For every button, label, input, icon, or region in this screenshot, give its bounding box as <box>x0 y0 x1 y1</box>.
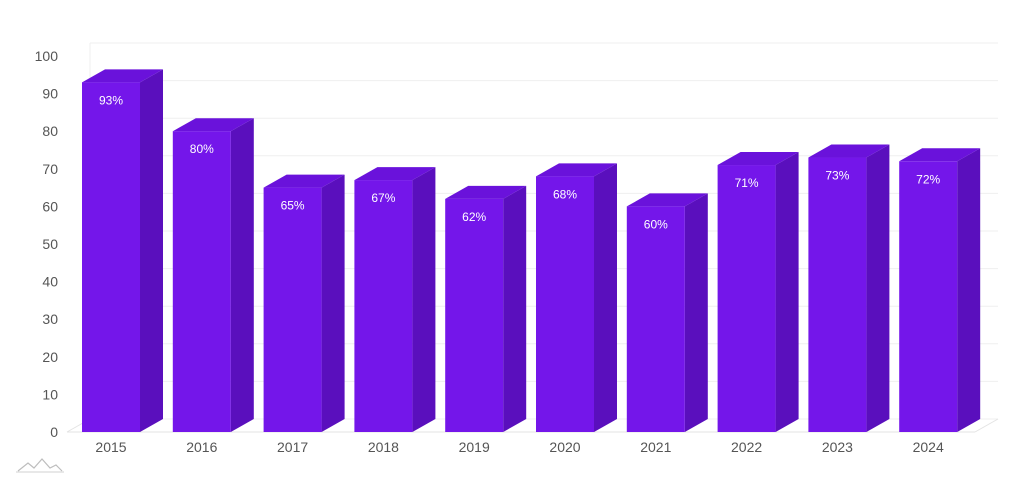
data-label: 71% <box>735 176 759 190</box>
data-label: 93% <box>99 93 123 107</box>
chart-logo-icon <box>16 458 64 473</box>
x-tick-label: 2015 <box>95 439 126 455</box>
bar-top <box>445 185 527 199</box>
data-label: 62% <box>462 210 486 224</box>
bar-2017: 65% <box>263 174 345 432</box>
bar-top <box>717 152 799 166</box>
y-tick-label: 40 <box>42 274 58 290</box>
y-tick-label: 30 <box>42 311 58 327</box>
bar-top <box>82 69 163 83</box>
y-tick-label: 10 <box>42 386 58 402</box>
bar-2018: 67% <box>354 167 436 432</box>
bar-front <box>808 157 867 432</box>
bar-front <box>263 187 322 432</box>
bar-front <box>717 165 776 433</box>
bar-2015: 93% <box>82 69 163 432</box>
bar-top <box>536 163 617 177</box>
bar-2016: 80% <box>172 118 254 432</box>
x-tick-label: 2018 <box>368 439 399 455</box>
bar-side <box>775 152 799 433</box>
bar-top <box>808 144 890 158</box>
x-tick-label: 2023 <box>822 439 853 455</box>
bar-top <box>354 167 436 181</box>
x-tick-label: 2021 <box>640 439 671 455</box>
x-axis: 2015 2016 2017 2018 2019 2020 2021 2022 2023 2024 <box>95 439 944 455</box>
data-label: 67% <box>371 191 395 205</box>
x-tick-label: 2024 <box>913 439 944 455</box>
x-tick-label: 2020 <box>549 439 580 455</box>
y-tick-label: 70 <box>42 161 58 177</box>
bar-side <box>230 118 254 432</box>
bar-side <box>321 174 345 432</box>
y-tick-label: 60 <box>42 198 58 214</box>
bar-2022: 71% <box>717 152 799 433</box>
x-tick-label: 2019 <box>459 439 490 455</box>
bar-side <box>957 148 981 432</box>
x-tick-label: 2016 <box>186 439 217 455</box>
bar-side <box>866 144 890 432</box>
bar-front <box>899 161 958 432</box>
bar-2024: 72% <box>899 148 981 432</box>
x-tick-label: 2022 <box>731 439 762 455</box>
bar-side <box>594 163 617 432</box>
x-tick-label: 2017 <box>277 439 308 455</box>
bar-top <box>626 193 708 207</box>
y-tick-label: 100 <box>35 48 59 64</box>
y-tick-label: 50 <box>42 236 58 252</box>
data-label: 65% <box>281 199 305 213</box>
y-tick-label: 0 <box>50 424 58 440</box>
bar-side <box>684 193 708 432</box>
y-tick-label: 90 <box>42 86 58 102</box>
floor-edge-right <box>974 418 999 433</box>
bar-side <box>412 167 436 432</box>
data-label: 72% <box>916 172 940 186</box>
bar-front <box>172 131 231 432</box>
bar-2021: 60% <box>626 193 708 432</box>
bar-front <box>82 82 140 432</box>
bar-front <box>445 198 504 432</box>
y-tick-label: 20 <box>42 349 58 365</box>
y-axis: 0 10 20 30 40 50 60 70 80 90 100 <box>35 48 59 440</box>
data-label: 68% <box>553 187 577 201</box>
bar-2019: 62% <box>445 185 527 432</box>
data-label: 60% <box>644 217 668 231</box>
bar-2020: 68% <box>536 163 617 432</box>
bars: 93% 80% 65% 67% 62% 68% 60% 71% 73% 72% <box>82 69 981 433</box>
y-tick-label: 80 <box>42 123 58 139</box>
bar-top <box>263 174 345 188</box>
bar-side <box>503 185 527 432</box>
bar-2023: 73% <box>808 144 890 432</box>
bar-top <box>172 118 254 132</box>
bar-front <box>536 176 594 432</box>
bar-side <box>140 69 163 432</box>
data-label: 80% <box>190 142 214 156</box>
bar-front <box>626 206 685 432</box>
bar-front <box>354 180 413 432</box>
bar-top <box>899 148 981 162</box>
data-label: 73% <box>825 169 849 183</box>
